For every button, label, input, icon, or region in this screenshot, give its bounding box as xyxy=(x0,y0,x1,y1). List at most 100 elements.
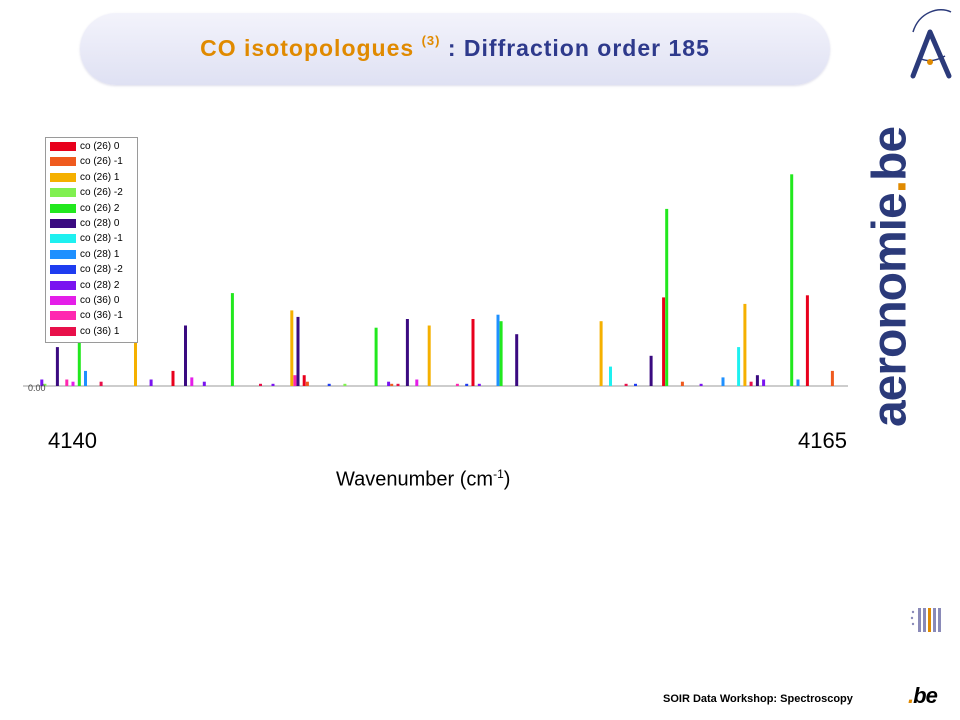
bar-co-28-2-3 xyxy=(271,383,275,386)
bar-co-28-1-0 xyxy=(84,370,87,386)
bar-co-36-1-1 xyxy=(259,383,262,386)
bar-co-28-2-2 xyxy=(202,381,206,386)
aeronomie-wordmark: aeronomie.be xyxy=(863,127,918,427)
chart-legend: co (26) 0 co (26) -1 co (26) 1 co (26) -2 co… xyxy=(45,137,138,343)
legend-swatch xyxy=(50,142,76,151)
bar-co-28-2-1 xyxy=(149,379,153,386)
bar-co-36-0-0 xyxy=(71,381,75,386)
bar-co-36-1-3 xyxy=(624,383,628,386)
bar-co-26-2-2 xyxy=(374,327,378,386)
x-axis-label-sup: -1 xyxy=(493,467,504,481)
legend-label: co (26) 0 xyxy=(80,141,120,152)
legend-label: co (28) 1 xyxy=(80,248,120,260)
bar-co-28-1-1 xyxy=(737,347,741,386)
x-axis-label-text: Wavenumber (cm xyxy=(336,468,494,491)
legend-label: co (36) 1 xyxy=(80,325,120,337)
title-banner: CO isotopologues (3) : Diffraction order… xyxy=(80,13,830,85)
legend-swatch xyxy=(50,188,76,198)
bar-co-36-1-2 xyxy=(396,383,400,386)
bar-co-26-2-1 xyxy=(230,293,234,386)
bar-co-28-0-2 xyxy=(296,316,300,386)
legend-swatch xyxy=(50,234,76,244)
bar-co-26-1-0 xyxy=(305,381,309,386)
legend-label: co (36) -1 xyxy=(80,310,123,322)
bar-co-26-2-3 xyxy=(499,321,503,386)
bar-co-28-1-1 xyxy=(496,314,500,386)
be-logo: .be xyxy=(908,683,938,709)
legend-swatch xyxy=(50,296,76,305)
bar-co-26-1-3 xyxy=(830,370,834,386)
aeronomie-a-logo-icon xyxy=(910,9,952,79)
legend-swatch xyxy=(50,249,76,259)
be-logo-text: be xyxy=(913,683,938,708)
bar-co-26-1-1 xyxy=(390,383,394,386)
bar-co-26-2-0 xyxy=(77,342,81,386)
bar-co-26-2-1 xyxy=(343,383,347,386)
legend-label: co (28) -2 xyxy=(80,264,123,276)
legend-label: co (26) 1 xyxy=(80,171,120,183)
legend-swatch xyxy=(50,203,76,213)
title-part2: : Diffraction order 185 xyxy=(447,35,710,61)
bar-co-28-0-0 xyxy=(55,347,59,386)
bar-co-36-0-1 xyxy=(190,377,194,386)
legend-label: co (28) -1 xyxy=(80,233,123,245)
bar-co-28-2-4 xyxy=(387,381,391,386)
x-tick-label-start: 4140 xyxy=(48,428,97,453)
bar-co-26-1-2 xyxy=(680,381,684,386)
bar-co-28-1-2 xyxy=(721,377,725,386)
bar-co-36-1-2 xyxy=(455,383,459,386)
bar-co-26-2-5 xyxy=(790,174,794,386)
bar-co-26-2-0 xyxy=(43,383,47,386)
footer-text: SOIR Data Workshop: Spectroscopy xyxy=(663,693,853,705)
bar-co-26-0-1 xyxy=(302,375,306,386)
bar-co-26-0-4 xyxy=(805,295,809,386)
bar-co-26-0-3 xyxy=(662,297,666,386)
aeronomie-brand: aeronomie.be xyxy=(830,112,950,442)
bar-co-28-0-1 xyxy=(184,325,187,386)
bar-co-26-2-4 xyxy=(665,208,669,386)
brand-name: aeronomie xyxy=(863,193,917,428)
slide-title: CO isotopologues (3) : Diffraction order… xyxy=(80,33,830,62)
bar-co-36-1-1 xyxy=(293,375,297,386)
bar-group xyxy=(40,174,834,386)
brand-dot: . xyxy=(863,180,917,194)
bar-co-28-2-0 xyxy=(40,379,44,386)
title-superscript: (3) xyxy=(421,33,441,48)
bar-co-28-0-3 xyxy=(405,319,409,386)
legend-label: co (26) -2 xyxy=(80,187,123,199)
y-zero-label: 0.00 xyxy=(28,383,46,393)
legend-swatch xyxy=(50,311,76,321)
bar-co-26-0-0 xyxy=(171,370,175,386)
bar-co-26-1-1 xyxy=(290,310,294,386)
be-logo-dot: . xyxy=(908,683,914,708)
legend-label: co (26) -1 xyxy=(80,156,123,168)
legend-swatch xyxy=(50,157,76,167)
bar-co-36-1-4 xyxy=(749,381,753,386)
brand-tld: be xyxy=(863,126,917,181)
legend-label: co (28) 2 xyxy=(80,279,120,291)
bar-co-36-0-2 xyxy=(415,379,419,386)
bar-co-36-1-0 xyxy=(65,379,69,386)
title-part1: CO isotopologues xyxy=(200,35,415,61)
belspo-logo-icon xyxy=(910,608,941,632)
legend-label: co (36) 0 xyxy=(80,295,120,306)
legend-swatch xyxy=(50,326,76,336)
bar-co-28-2-2 xyxy=(634,383,637,386)
legend-swatch xyxy=(50,265,76,275)
x-tick-label-end: 4165 xyxy=(798,428,847,453)
bar-co-28-2-0 xyxy=(327,383,331,386)
x-axis-label: Wavenumber (cm-1) xyxy=(336,467,510,492)
bar-co-26-0-2 xyxy=(471,319,475,386)
bar-co-28-1-0 xyxy=(609,366,612,386)
bar-co-28-0-5 xyxy=(649,355,653,386)
legend-swatch xyxy=(50,280,76,290)
bar-co-28-1-3 xyxy=(796,379,800,386)
bar-co-26-1-2 xyxy=(427,325,431,386)
legend-swatch xyxy=(50,219,76,228)
bar-co-28-2-6 xyxy=(699,383,703,386)
x-axis-label-end: ) xyxy=(503,468,511,491)
bar-co-28-0-4 xyxy=(515,334,519,386)
bar-co-28-0-6 xyxy=(755,375,759,386)
legend-label: co (28) 0 xyxy=(80,218,120,229)
